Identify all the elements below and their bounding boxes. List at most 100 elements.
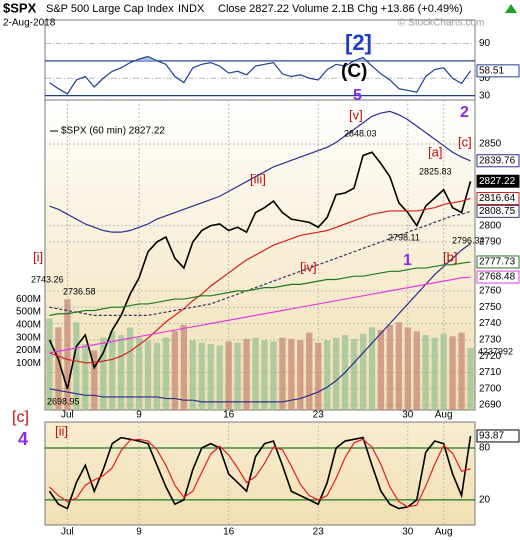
volume-bar [350, 338, 358, 410]
wave-label: 1 [403, 252, 412, 269]
volume-bar [377, 329, 385, 410]
end-label-box [476, 64, 520, 78]
volume-bar [189, 340, 196, 410]
symbol: $SPX [3, 0, 37, 15]
x-tick-label: Jul [61, 410, 74, 421]
y-tick-label: 2740 [479, 318, 502, 329]
price-label: 2848.03 [344, 128, 377, 138]
volume-bar [243, 338, 250, 410]
volume-bar [395, 322, 402, 410]
end-label: 58.51 [479, 66, 504, 77]
y-tick-label: 2850 [479, 139, 502, 150]
volume-bar [144, 340, 152, 410]
y-tick-label: 30 [479, 90, 491, 101]
wave-label: [c] [12, 409, 29, 426]
volume-bar [198, 342, 205, 410]
y-tick-label: 2720 [479, 351, 502, 362]
volume-bar [368, 327, 376, 410]
x-tick-label: 30 [402, 410, 414, 421]
y-tick-label: 2700 [479, 383, 502, 394]
series-line [49, 276, 471, 354]
end-label: 93.87 [479, 431, 504, 442]
rsi-panel [44, 19, 476, 101]
exchange: INDX [178, 3, 205, 15]
wave-label: [b] [443, 249, 457, 264]
volume-bar [252, 337, 259, 410]
index-name: S&P 500 Large Cap Index [46, 3, 174, 15]
volume-bar [413, 331, 420, 410]
y-tick-label: 2730 [479, 334, 502, 345]
wave-label: [2] [345, 30, 372, 55]
y2-tick-label: 500M [16, 307, 41, 318]
wave-label: (C) [341, 61, 367, 82]
y-tick-label: 2800 [479, 220, 502, 231]
volume-bar [73, 322, 80, 410]
volume-bar [91, 350, 98, 410]
y-tick-label: 2790 [479, 237, 502, 248]
x-tick-label: 9 [136, 527, 142, 538]
price-label: 2796.34 [452, 235, 485, 245]
y-tick-label: 20 [479, 495, 491, 506]
volume-bar [386, 324, 394, 410]
volume-bar [261, 340, 268, 410]
volume-bar [449, 336, 456, 410]
volume-bar [64, 299, 71, 410]
series-line [48, 151, 472, 390]
x-tick-label: 9 [136, 410, 142, 421]
volume-bar [216, 345, 223, 410]
volume-bar [171, 331, 179, 410]
price-label: 2825.83 [419, 166, 452, 176]
price-label: 2698.95 [47, 396, 80, 406]
stoch-panel [44, 421, 476, 526]
up-arrow [505, 4, 517, 13]
volume-bar [333, 337, 340, 410]
end-label: 2768.48 [479, 272, 516, 283]
end-label-box [476, 191, 520, 205]
end-label-box [476, 429, 520, 443]
quote: Close 2827.22 Volume 2.1B Chg +13.86 (+0… [218, 3, 463, 15]
volume-bar [162, 337, 170, 410]
wave-label: 2 [460, 104, 469, 121]
x-tick-label: 23 [313, 410, 325, 421]
volume-bar [135, 337, 143, 410]
end-label-box [476, 204, 520, 218]
x-tick-label: 16 [223, 527, 235, 538]
date: 2-Aug-2018 [3, 18, 56, 29]
x-tick-label: Jul [61, 527, 74, 538]
x-tick-label: Aug [435, 527, 453, 538]
series-line [49, 261, 471, 316]
y-tick-label: 90 [479, 38, 491, 49]
end-label: 2777.73 [479, 257, 516, 268]
volume-bar [324, 340, 331, 410]
volume-bar [297, 340, 304, 410]
volume-bar [153, 342, 161, 410]
series-line [49, 110, 471, 233]
series-line [49, 243, 471, 403]
volume-bar [270, 341, 277, 410]
legend-entry: $SPX (60 min) 2827.22 [61, 126, 165, 137]
series-line [49, 197, 471, 364]
volume-label: 4237992 [478, 346, 513, 356]
y2-tick-label: 600M [16, 294, 41, 305]
volume-bar [458, 332, 465, 410]
volume-bar [404, 327, 411, 410]
volume-bar [279, 337, 286, 410]
end-label-box [476, 174, 520, 188]
end-label: 2827.22 [479, 176, 516, 187]
series-line [48, 435, 472, 510]
y2-tick-label: 200M [16, 345, 41, 356]
volume-bar [118, 335, 125, 410]
wave-label: [a] [428, 144, 442, 159]
price-label: 2743.26 [31, 274, 64, 284]
end-label: 2839.76 [479, 155, 516, 166]
volume-bar [288, 338, 295, 410]
y2-tick-label: 400M [16, 319, 41, 330]
series-line [49, 210, 471, 316]
wave-label: [c] [458, 134, 472, 149]
volume-bar [82, 344, 89, 410]
wave-label: [iv] [300, 259, 317, 274]
volume-bar [359, 333, 367, 410]
volume-bar [180, 324, 187, 410]
wave-label: 5 [353, 87, 362, 104]
y-tick-label: 2760 [479, 286, 502, 297]
